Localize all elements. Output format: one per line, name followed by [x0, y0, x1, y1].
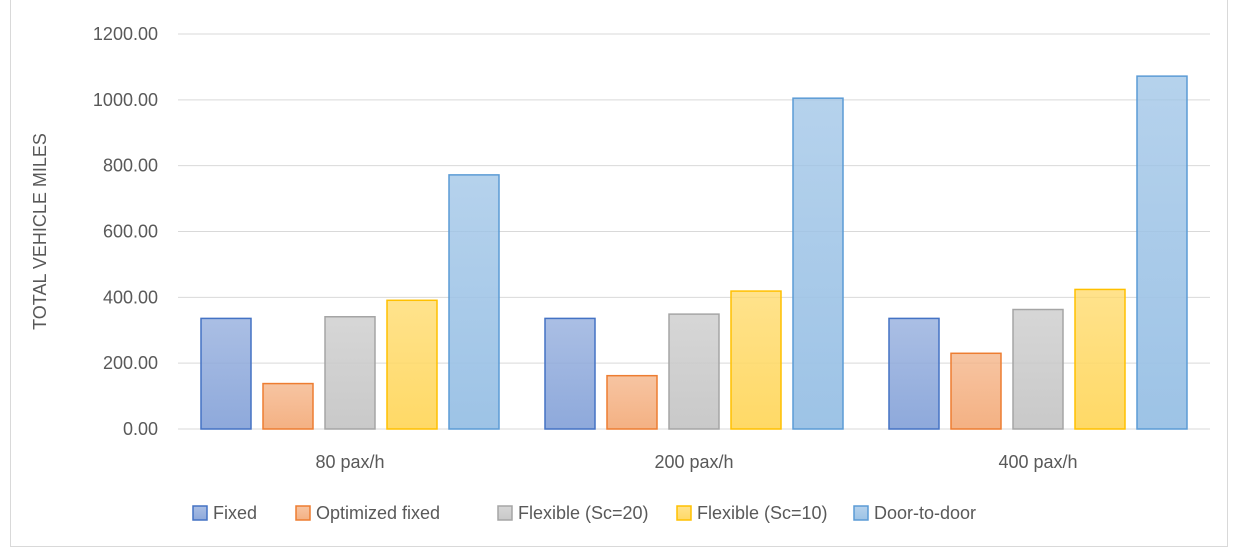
bar: [668, 313, 720, 430]
x-tick-label: 200 pax/h: [654, 452, 733, 472]
y-axis-title: TOTAL VEHICLE MILES: [30, 133, 50, 330]
legend-item: Fixed: [192, 503, 257, 523]
legend-swatch: [853, 505, 869, 521]
bar: [262, 382, 314, 430]
y-tick-label: 600.00: [103, 222, 158, 242]
bar: [324, 316, 376, 430]
legend-item: Door-to-door: [853, 503, 976, 523]
x-axis-ticks: 80 pax/h 200 pax/h 400 pax/h: [315, 452, 1077, 472]
y-tick-label: 200.00: [103, 353, 158, 373]
legend-label: Flexible (Sc=10): [697, 503, 828, 523]
bar: [1012, 308, 1064, 430]
legend: Fixed Optimized fixed Flexible (Sc=20) Flex…: [192, 503, 976, 523]
bar: [950, 352, 1002, 430]
bar: [544, 317, 596, 430]
y-tick-label: 1200.00: [93, 24, 158, 44]
x-tick-label: 80 pax/h: [315, 452, 384, 472]
y-tick-label: 400.00: [103, 287, 158, 307]
y-tick-label: 1000.00: [93, 90, 158, 110]
legend-item: Optimized fixed: [295, 503, 440, 523]
y-axis-ticks: 0.00 200.00 400.00 600.00 800.00 1000.00 1200.…: [93, 24, 158, 439]
bars: [200, 75, 1188, 430]
legend-swatch: [497, 505, 513, 521]
chart-frame: [10, 0, 1228, 547]
bar: [888, 317, 940, 430]
legend-label: Door-to-door: [874, 503, 976, 523]
bar: [200, 317, 252, 430]
bar: [606, 374, 658, 430]
bar: [1136, 75, 1188, 430]
legend-label: Optimized fixed: [316, 503, 440, 523]
bar: [1074, 288, 1126, 430]
x-tick-label: 400 pax/h: [998, 452, 1077, 472]
bar: [448, 174, 500, 430]
legend-swatch: [192, 505, 208, 521]
legend-swatch: [295, 505, 311, 521]
y-tick-label: 0.00: [123, 419, 158, 439]
bar: [792, 97, 844, 430]
legend-item: Flexible (Sc=20): [497, 503, 649, 523]
bar: [730, 290, 782, 430]
legend-item: Flexible (Sc=10): [676, 503, 828, 523]
legend-label: Flexible (Sc=20): [518, 503, 649, 523]
legend-swatch: [676, 505, 692, 521]
y-tick-label: 800.00: [103, 156, 158, 176]
legend-label: Fixed: [213, 503, 257, 523]
bar: [386, 299, 438, 430]
